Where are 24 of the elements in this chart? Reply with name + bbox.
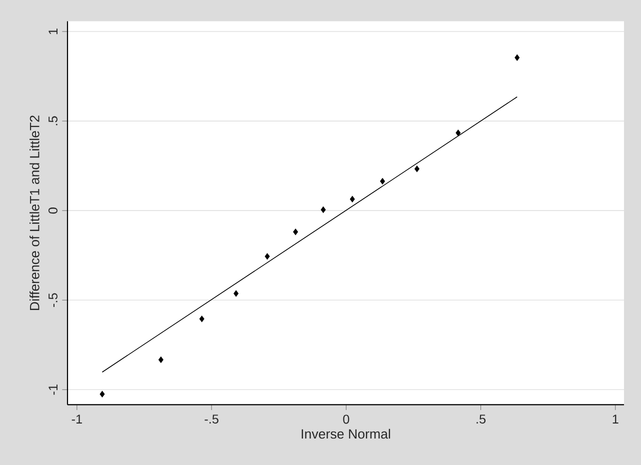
- y-tick-label: 1: [48, 28, 58, 34]
- y-tick-label: .5: [48, 116, 58, 126]
- point: [293, 228, 298, 236]
- x-tick-label: -.5: [204, 414, 218, 424]
- x-tick-label: -1: [72, 414, 82, 424]
- point: [320, 206, 326, 213]
- point: [514, 54, 520, 61]
- point: [199, 316, 204, 322]
- y-tick-label: 0: [48, 208, 58, 214]
- point: [158, 356, 164, 363]
- point: [234, 290, 239, 297]
- point: [264, 253, 270, 260]
- y-axis-title: Difference of LittleT1 and LittleT2: [30, 116, 40, 310]
- x-tick-label: 0: [343, 414, 350, 424]
- x-axis-title: Inverse Normal: [302, 428, 390, 439]
- point: [456, 130, 461, 136]
- y-tick-label: -1: [48, 384, 58, 395]
- y-tick-label: -.5: [48, 293, 58, 307]
- point: [350, 196, 355, 202]
- point: [380, 178, 385, 184]
- point: [100, 390, 105, 398]
- x-tick-label: 1: [612, 414, 618, 424]
- point: [414, 166, 420, 172]
- x-tick-label: .5: [476, 414, 486, 424]
